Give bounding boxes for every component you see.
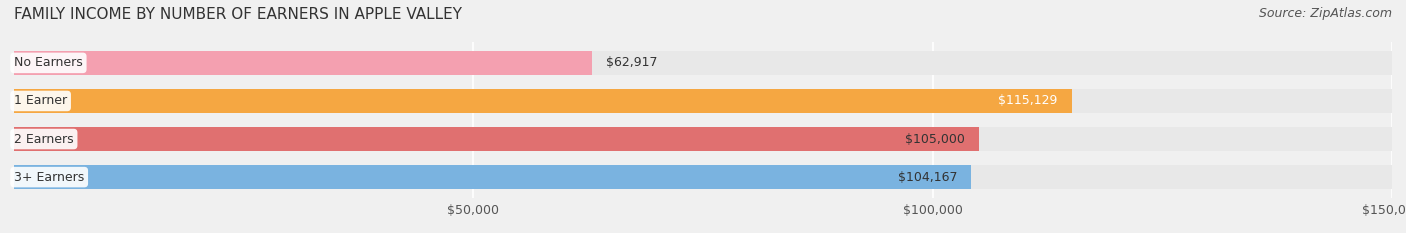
Bar bbox=[14, 127, 979, 151]
Text: FAMILY INCOME BY NUMBER OF EARNERS IN APPLE VALLEY: FAMILY INCOME BY NUMBER OF EARNERS IN AP… bbox=[14, 7, 463, 22]
Bar bbox=[14, 89, 1392, 113]
Text: $105,000: $105,000 bbox=[905, 133, 965, 146]
Bar bbox=[14, 89, 1071, 113]
Text: $62,917: $62,917 bbox=[606, 56, 657, 69]
Text: No Earners: No Earners bbox=[14, 56, 83, 69]
Text: 3+ Earners: 3+ Earners bbox=[14, 171, 84, 184]
Bar bbox=[14, 51, 592, 75]
Bar bbox=[14, 165, 972, 189]
Text: $104,167: $104,167 bbox=[897, 171, 957, 184]
Bar bbox=[14, 51, 1392, 75]
Text: $115,129: $115,129 bbox=[998, 94, 1057, 107]
Text: 1 Earner: 1 Earner bbox=[14, 94, 67, 107]
Text: Source: ZipAtlas.com: Source: ZipAtlas.com bbox=[1258, 7, 1392, 20]
Text: 2 Earners: 2 Earners bbox=[14, 133, 73, 146]
Bar bbox=[14, 165, 1392, 189]
Bar bbox=[14, 127, 1392, 151]
